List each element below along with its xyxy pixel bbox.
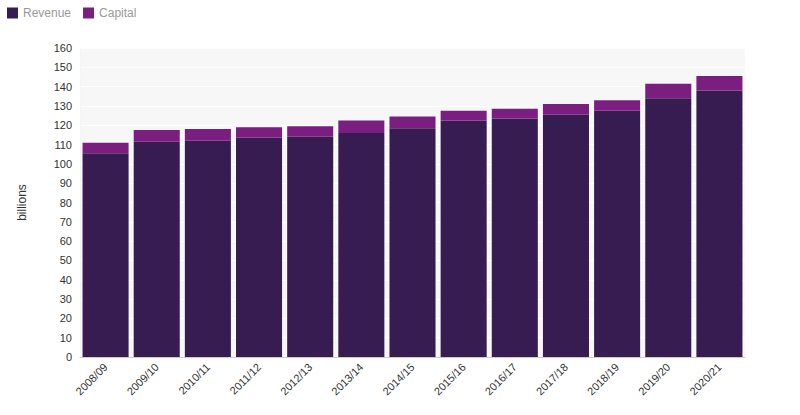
svg-text:20: 20: [60, 312, 72, 324]
svg-text:60: 60: [60, 235, 72, 247]
svg-text:2011/12: 2011/12: [227, 361, 263, 397]
svg-text:2015/16: 2015/16: [431, 361, 468, 398]
svg-text:2017/18: 2017/18: [534, 361, 571, 398]
svg-text:150: 150: [54, 61, 72, 73]
svg-text:2019/20: 2019/20: [636, 361, 673, 398]
svg-text:2016/17: 2016/17: [482, 361, 519, 398]
svg-text:90: 90: [60, 177, 72, 189]
svg-text:160: 160: [54, 42, 72, 54]
svg-text:0: 0: [66, 351, 72, 363]
svg-text:70: 70: [60, 216, 72, 228]
svg-text:2020/21: 2020/21: [687, 361, 724, 398]
svg-text:110: 110: [54, 139, 72, 151]
svg-text:2014/15: 2014/15: [380, 361, 417, 398]
svg-text:billions: billions: [15, 184, 29, 221]
svg-text:Revenue: Revenue: [23, 6, 71, 20]
svg-text:2018/19: 2018/19: [585, 361, 622, 398]
svg-text:80: 80: [60, 197, 72, 209]
svg-text:2009/10: 2009/10: [124, 361, 161, 398]
svg-text:40: 40: [60, 274, 72, 286]
svg-text:140: 140: [54, 81, 72, 93]
svg-text:2012/13: 2012/13: [278, 361, 315, 398]
svg-text:2010/11: 2010/11: [176, 361, 212, 397]
svg-text:Capital: Capital: [99, 6, 136, 20]
svg-text:120: 120: [54, 119, 72, 131]
svg-text:2013/14: 2013/14: [329, 361, 366, 398]
svg-text:100: 100: [54, 158, 72, 170]
svg-text:130: 130: [54, 100, 72, 112]
svg-text:30: 30: [60, 293, 72, 305]
svg-text:10: 10: [60, 332, 72, 344]
svg-text:2008/09: 2008/09: [73, 361, 110, 398]
svg-text:50: 50: [60, 254, 72, 266]
